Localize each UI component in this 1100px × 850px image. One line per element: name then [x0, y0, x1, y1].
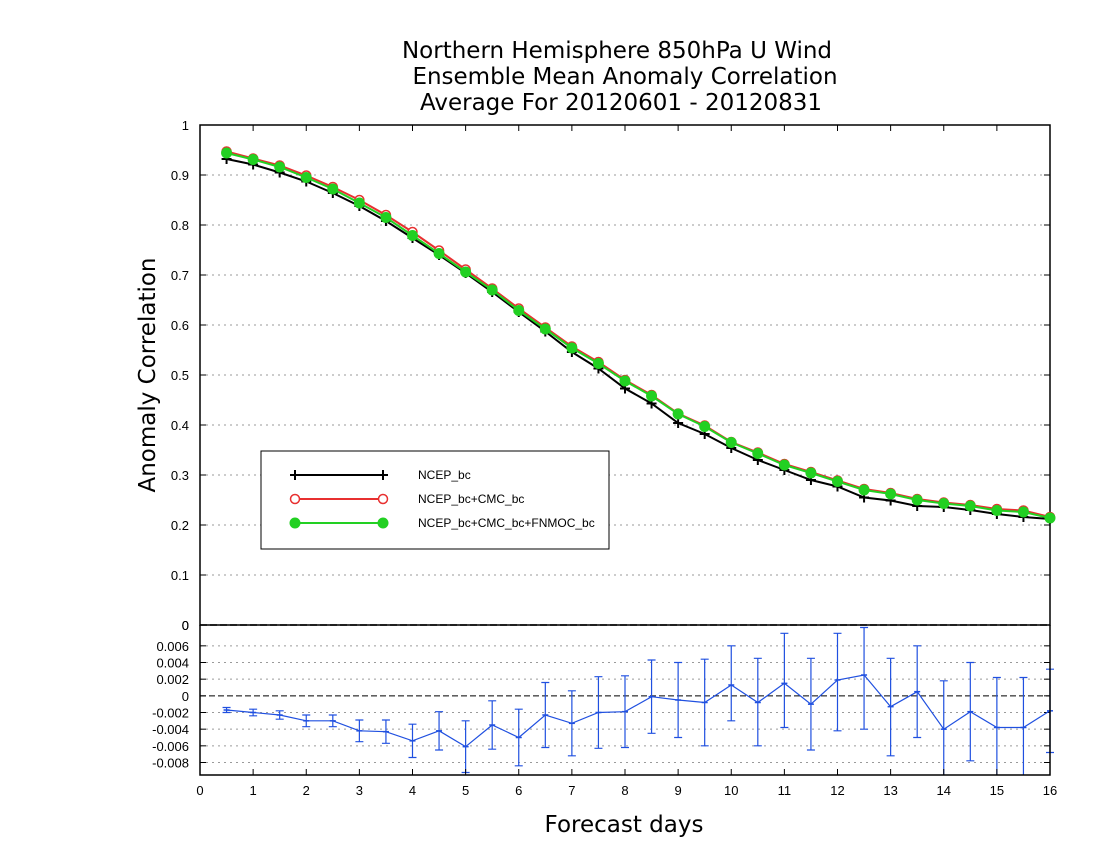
data-point	[221, 147, 233, 159]
data-point	[832, 476, 843, 487]
data-point	[380, 212, 392, 223]
chart-title-line-2: Ensemble Mean Anomaly Correlation	[412, 64, 837, 90]
data-point	[672, 408, 684, 420]
data-point	[289, 517, 301, 529]
x-tick-label: 6	[515, 783, 522, 798]
y-tick-label: 1	[182, 118, 189, 133]
data-point	[300, 172, 312, 183]
chart-title: Northern Hemisphere 850hPa U Wind Ensemb…	[402, 38, 838, 116]
x-tick-label: 13	[883, 783, 897, 798]
data-point	[991, 505, 1003, 516]
data-point	[407, 230, 418, 241]
data-point	[673, 418, 684, 428]
data-point	[289, 493, 301, 505]
x-tick-label: 8	[621, 783, 628, 798]
y-tick-label: 0.006	[156, 639, 189, 654]
data-point	[699, 421, 711, 432]
data-point	[327, 183, 339, 195]
legend-label: NCEP_bc	[418, 468, 471, 482]
data-point	[290, 470, 300, 480]
y-tick-label: -0.008	[152, 756, 189, 771]
y-tick-label: 0.7	[171, 268, 189, 283]
data-point	[752, 448, 764, 459]
data-point	[433, 248, 445, 259]
diff-top-label: 0	[182, 618, 189, 633]
data-point	[725, 437, 737, 448]
data-point	[1044, 512, 1056, 524]
y-tick-label: 0	[182, 618, 189, 633]
data-point	[539, 323, 551, 335]
y-tick-label: -0.006	[152, 739, 189, 754]
x-tick-label: 0	[196, 783, 203, 798]
x-tick-label: 5	[462, 783, 469, 798]
difference-line	[226, 674, 1051, 748]
data-point	[274, 161, 286, 173]
y-tick-label: 0.6	[171, 318, 189, 333]
y-tick-label: 0.3	[171, 468, 189, 483]
y-tick-label: 0.004	[156, 656, 189, 671]
x-tick-label: 1	[250, 783, 257, 798]
data-point	[885, 488, 897, 500]
data-point	[377, 517, 389, 529]
x-tick-label: 7	[568, 783, 575, 798]
y-tick-label: 0.1	[171, 568, 189, 583]
data-point	[1017, 506, 1029, 518]
y-tick-label: -0.004	[152, 722, 189, 737]
x-tick-label: 15	[990, 783, 1004, 798]
x-tick-label: 10	[724, 783, 738, 798]
data-point	[805, 467, 817, 479]
x-tick-label: 2	[303, 783, 310, 798]
y-tick-label: -0.002	[152, 706, 189, 721]
x-tick-label: 14	[937, 783, 951, 798]
x-tick-label: 9	[675, 783, 682, 798]
error-bar	[860, 626, 869, 730]
x-tick-label: 11	[778, 783, 792, 798]
x-axis: 0 1 2 3 4 5 6 7 8 9 10 11 12 13 14 15 16	[196, 125, 1057, 798]
data-point	[513, 305, 525, 316]
x-tick-label: 16	[1043, 783, 1057, 798]
data-point	[778, 459, 790, 471]
legend-label: NCEP_bc+CMC_bc+FNMOC_bc	[418, 516, 595, 530]
data-point	[619, 375, 631, 387]
data-point	[964, 500, 976, 512]
x-tick-label: 3	[356, 783, 363, 798]
data-point	[858, 484, 870, 496]
x-tick-label: 4	[409, 783, 416, 798]
legend-label: NCEP_bc+CMC_bc	[418, 492, 524, 506]
data-point	[247, 154, 259, 165]
x-tick-label: 12	[830, 783, 844, 798]
data-point	[592, 358, 604, 369]
error-bar	[992, 676, 1001, 775]
chart-title-line-1: Northern Hemisphere 850hPa U Wind	[402, 38, 832, 64]
y-tick-label: 0.9	[171, 168, 189, 183]
data-point	[938, 498, 950, 509]
error-bar	[780, 632, 789, 729]
data-point	[378, 470, 388, 480]
x-axis-label: Forecast days	[545, 812, 704, 838]
main-plot: 0 0.1 0.2 0.3 0.4 0.5 0.6 0.7 0.8 0.9 1	[171, 118, 1056, 633]
y-tick-label: 0.2	[171, 518, 189, 533]
chart-title-line-3: Average For 20120601 - 20120831	[420, 90, 822, 116]
data-point	[460, 266, 472, 278]
y-tick-label: 0	[182, 689, 189, 704]
data-point	[486, 284, 498, 296]
y-axis-label: Anomaly Correlation	[135, 257, 161, 492]
y-tick-label: 0.5	[171, 368, 189, 383]
error-bar	[1019, 676, 1028, 775]
error-bar	[833, 632, 842, 732]
y-tick-label: 0.4	[171, 418, 189, 433]
error-bar	[939, 680, 948, 775]
data-point	[566, 342, 578, 354]
y-tick-label: 0.002	[156, 672, 189, 687]
y-tick-label: 0.8	[171, 218, 189, 233]
legend: NCEP_bc NCEP_bc+CMC_bc NCEP_bc+CMC_bc+FNMO…	[260, 450, 610, 550]
data-point	[911, 494, 923, 506]
error-bar	[727, 645, 736, 722]
data-point	[646, 390, 658, 402]
data-point	[377, 493, 389, 505]
data-point	[353, 197, 365, 209]
